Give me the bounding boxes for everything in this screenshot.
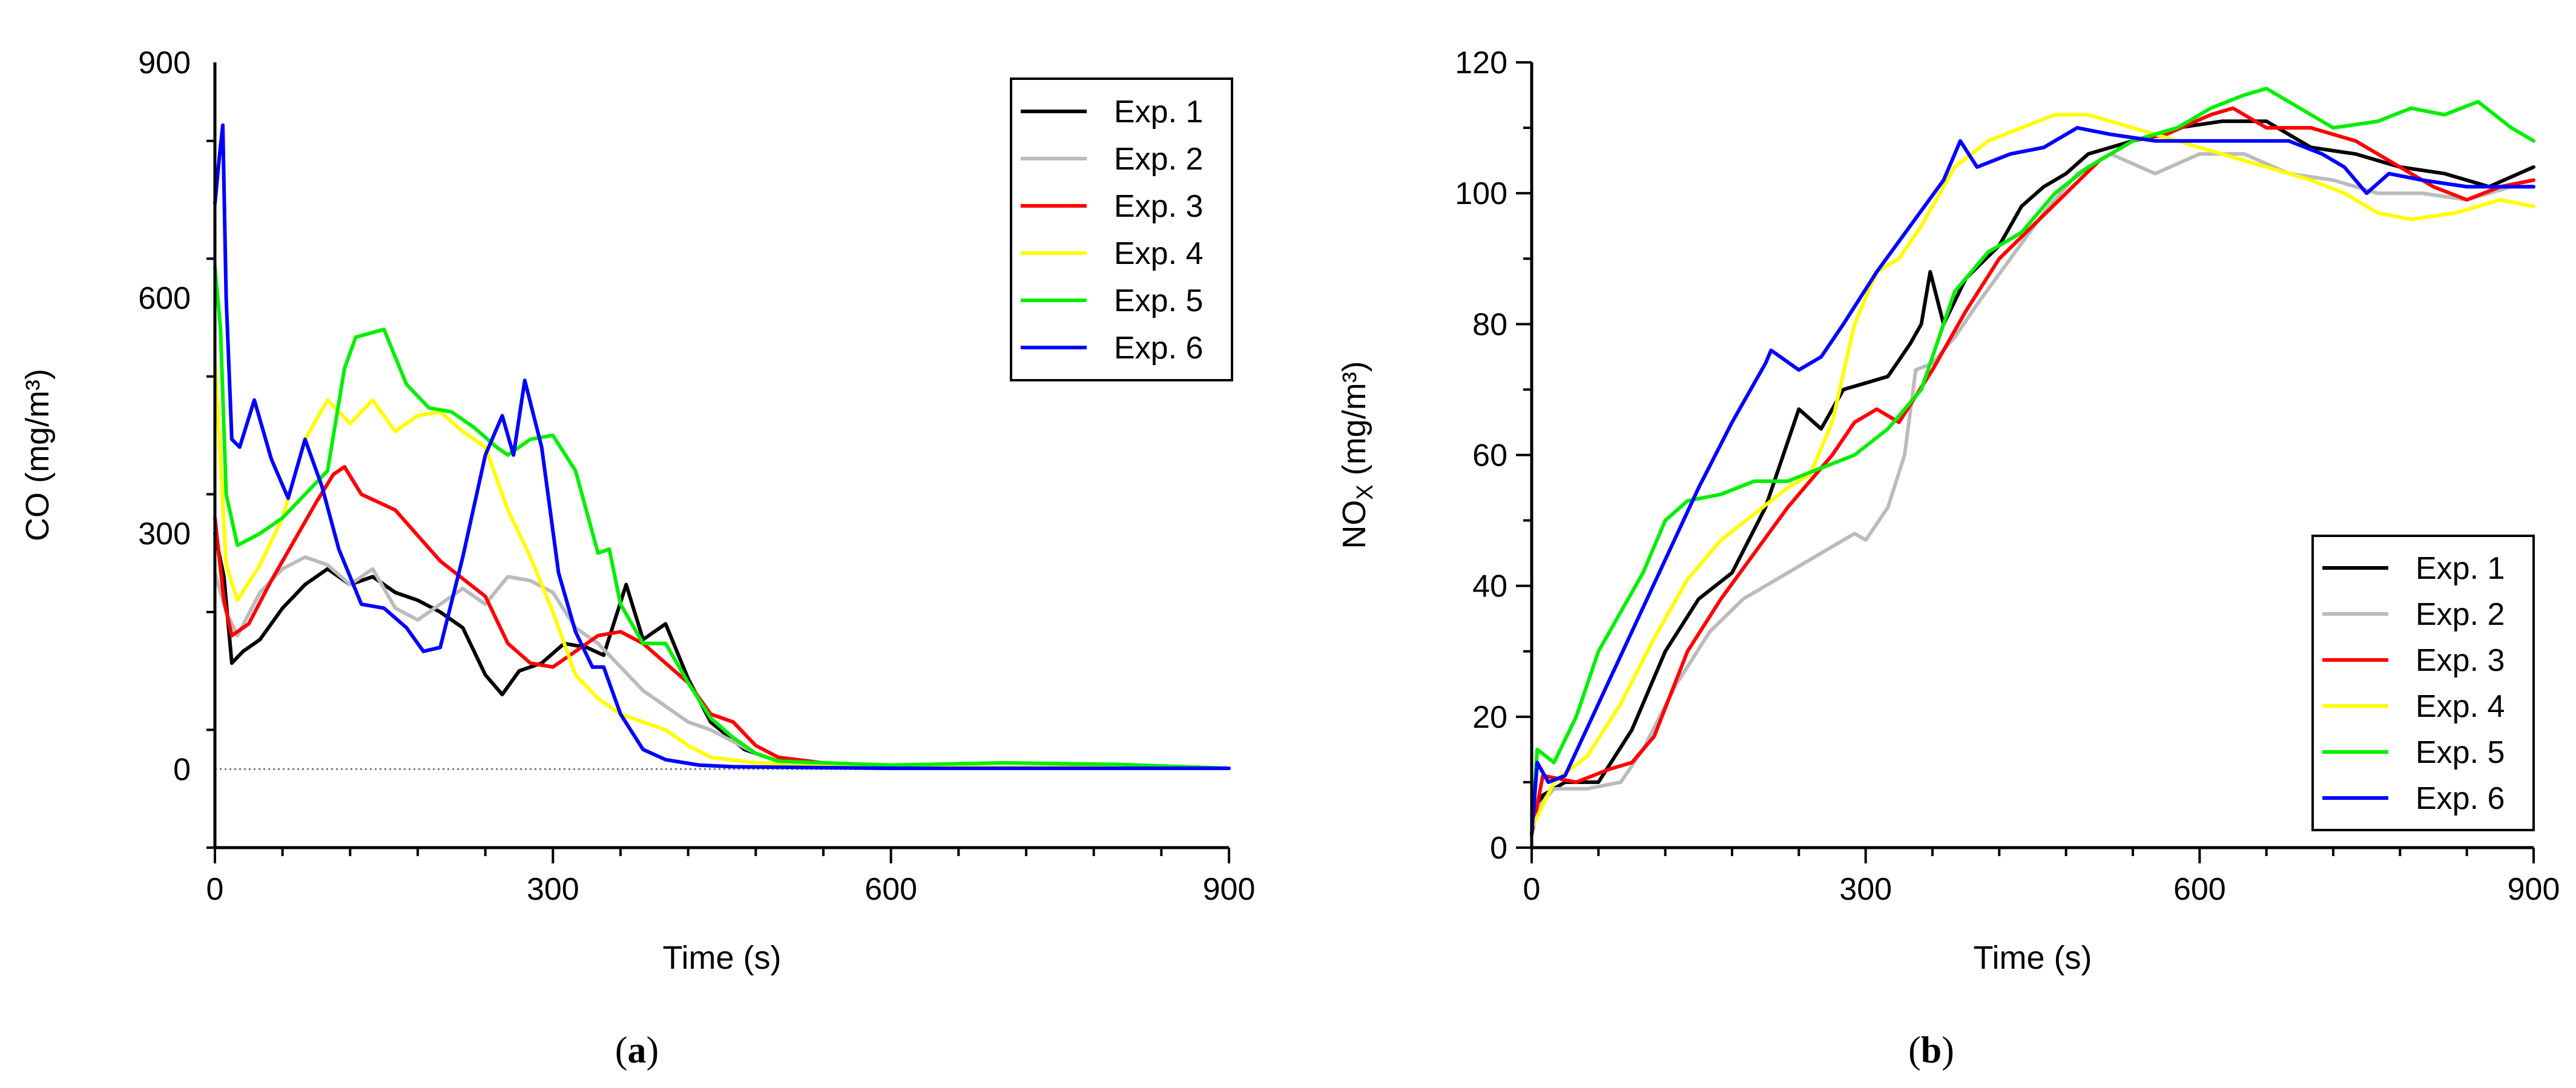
legend-label-exp-5: Exp. 5 <box>2416 735 2505 770</box>
chart-panel-a: 0 300 600 900 0 300 600 900 Time (s) CO (mg/m³) Ex… <box>19 45 1255 1071</box>
legend-label-exp-5: Exp. 5 <box>1114 283 1203 318</box>
y-axis-title: NOX (mg/m³) <box>1336 361 1378 549</box>
legend-label-exp-3: Exp. 3 <box>2416 643 2505 678</box>
y-tick-label: 100 <box>1455 176 1507 211</box>
series-line-exp-1 <box>1530 119 2535 830</box>
x-tick-label: 300 <box>1839 872 1892 907</box>
series-line-exp-2 <box>213 555 1231 770</box>
legend-label-exp-1: Exp. 1 <box>1114 94 1203 130</box>
legend-label-exp-4: Exp. 4 <box>1114 236 1203 271</box>
x-axis-title: Time (s) <box>663 940 782 976</box>
y-tick-label: 20 <box>1472 700 1507 735</box>
legend-box <box>1010 77 1233 381</box>
y-tick-label: 40 <box>1472 569 1507 604</box>
x-tick-label: 900 <box>1203 872 1256 907</box>
y-axis-title: CO (mg/m³) <box>19 369 56 541</box>
legend-label-exp-2: Exp. 2 <box>2416 597 2505 632</box>
y-tick-label: 900 <box>138 45 191 81</box>
panel-label-b: (b) <box>1908 1030 1954 1071</box>
series-line-exp-3 <box>213 465 1231 770</box>
legend-label-exp-3: Exp. 3 <box>1114 189 1203 224</box>
series-line-exp-1 <box>213 532 1231 770</box>
x-tick-label: 0 <box>206 872 224 907</box>
legend-label-exp-1: Exp. 1 <box>2416 551 2505 586</box>
x-axis-title: Time (s) <box>1974 940 2092 976</box>
chart-panel-b: 0 300 600 900 0 20 40 60 80 100 120 Time (s) NOX (mg… <box>1336 45 2560 1071</box>
legend-label-exp-4: Exp. 4 <box>2416 689 2505 724</box>
legend-box <box>2311 535 2535 831</box>
legend-label-exp-6: Exp. 6 <box>2416 781 2505 816</box>
legend-label-exp-2: Exp. 2 <box>1114 142 1203 177</box>
series-line-exp-3 <box>1530 106 2535 837</box>
series-line-exp-5 <box>213 265 1231 770</box>
y-tick-label: 300 <box>138 516 191 552</box>
y-tick-label: 600 <box>138 281 191 316</box>
x-tick-label: 600 <box>865 872 917 907</box>
y-tick-label: 120 <box>1455 45 1507 81</box>
series-line-exp-6 <box>213 123 1231 770</box>
y-tick-label: 80 <box>1472 307 1507 342</box>
series-line-exp-4 <box>1530 113 2535 830</box>
x-tick-label: 600 <box>2173 872 2226 907</box>
series-line-exp-4 <box>213 358 1231 770</box>
series-line-exp-6 <box>1530 126 2535 837</box>
legend-label-exp-6: Exp. 6 <box>1114 331 1203 366</box>
x-tick-label: 300 <box>527 872 579 907</box>
y-tick-label: 60 <box>1472 438 1507 473</box>
series-line-exp-5 <box>1530 87 2535 837</box>
x-tick-label: 900 <box>2508 872 2560 907</box>
panel-label-a: (a) <box>615 1030 659 1071</box>
y-tick-label: 0 <box>173 752 191 787</box>
x-tick-label: 0 <box>1523 872 1541 907</box>
y-tick-label: 0 <box>1490 831 1507 866</box>
